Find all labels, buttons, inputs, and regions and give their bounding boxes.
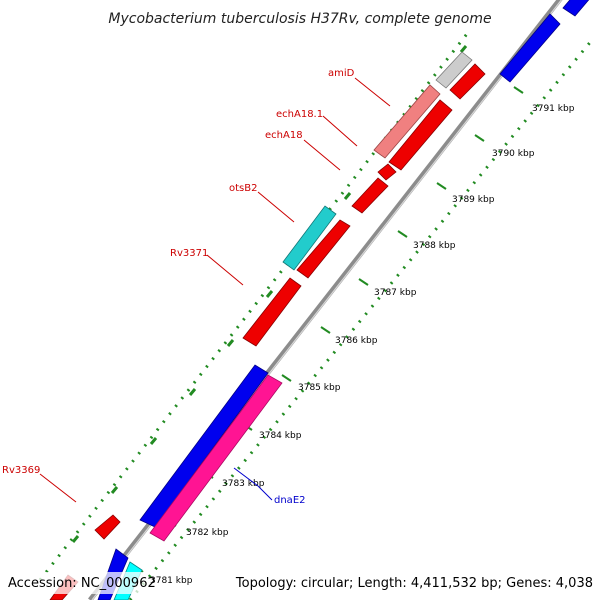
gene-feature-red[interactable] [377, 163, 397, 181]
footer-background [0, 572, 148, 594]
gene-feature-red[interactable] [242, 277, 302, 347]
tick-label-3791: 3791 kbp [532, 104, 575, 114]
gene-feature-amiD[interactable] [435, 51, 473, 89]
kbp-ticks: 3781 kbp 3782 kbp 3783 kbp 3784 kbp 3785… [71, 45, 575, 586]
svg-text:Mycobacterium tuberculosis H37: Mycobacterium tuberculosis H37Rv, comple… [108, 11, 491, 27]
tick-mark [281, 374, 292, 382]
tick-mark [397, 230, 408, 238]
outer-minor-tick [226, 339, 235, 347]
tick-3788: 3788 kbp [397, 230, 456, 251]
tick-label-3782: 3782 kbp [186, 528, 229, 538]
label-Rv3371[interactable]: Rv3371 [170, 248, 208, 259]
gene-feature-blue[interactable] [139, 364, 269, 528]
leader-line-echA18-1 [322, 115, 358, 147]
outer-minor-tick [343, 192, 352, 200]
tick-3785: 3785 kbp [281, 374, 341, 393]
label-echA18[interactable]: echA18 [265, 130, 303, 141]
tick-mark [513, 86, 524, 94]
tick-label-3790: 3790 kbp [492, 149, 535, 159]
outer-minor-tick [459, 45, 468, 53]
tick-label-3789: 3789 kbp [452, 195, 495, 205]
inner-dotted-track [128, 39, 594, 600]
tick-label-3784: 3784 kbp [259, 431, 302, 441]
tick-label-3786: 3786 kbp [335, 336, 378, 346]
gene-feature-Rv3369[interactable] [94, 514, 121, 540]
gene-feature-blue[interactable] [499, 13, 561, 83]
gene-feature-blue[interactable] [562, 0, 592, 17]
gene-feature-red[interactable] [449, 63, 486, 100]
tick-label-3781: 3781 kbp [150, 576, 193, 586]
tick-label-3785: 3785 kbp [298, 383, 341, 393]
map-title: Mycobacterium tuberculosis H37Rv, comple… [108, 11, 491, 27]
tick-label-3783: 3783 kbp [222, 479, 265, 489]
label-amiD[interactable]: amiD [328, 68, 355, 79]
tick-mark [358, 278, 369, 286]
leader-line-Rv3371 [206, 254, 244, 286]
tick-label-3788: 3788 kbp [413, 241, 456, 251]
gene-feature-red[interactable] [388, 99, 453, 171]
gene-feature-dnaE2[interactable] [149, 374, 283, 542]
tick-mark [474, 134, 485, 142]
label-dnaE2[interactable]: dnaE2 [274, 495, 306, 506]
gene-labels: amiD echA18.1 echA18 otsB2 Rv3371 Rv3369… [2, 68, 391, 506]
label-echA18-1[interactable]: echA18.1 [276, 109, 323, 120]
accession-text: Accession: NC_000962 [8, 576, 156, 591]
tick-3784: 3784 kbp [242, 423, 302, 441]
footer-background [256, 572, 596, 594]
tick-3787: 3787 kbp [358, 278, 417, 298]
gene-feature-otsB2[interactable] [282, 205, 337, 271]
tick-3789: 3789 kbp [436, 182, 495, 205]
tick-3786: 3786 kbp [320, 326, 378, 346]
label-otsB2[interactable]: otsB2 [229, 183, 257, 194]
outer-minor-tick [265, 290, 274, 298]
outer-minor-tick [149, 437, 158, 445]
gene-feature-echA18[interactable] [373, 84, 441, 159]
label-Rv3369[interactable]: Rv3369 [2, 465, 40, 476]
outer-minor-tick [110, 486, 119, 494]
leader-line-otsB2 [257, 191, 295, 223]
leader-line-Rv3369 [39, 473, 77, 503]
outer-minor-tick [71, 535, 80, 543]
tick-mark [436, 182, 447, 190]
topology-text: Topology: circular; Length: 4,411,532 bp… [235, 576, 593, 591]
tick-label-3787: 3787 kbp [374, 288, 417, 298]
map-footer: Accession: NC_000962 Topology: circular;… [0, 572, 596, 594]
tick-3790: 3790 kbp [474, 134, 535, 159]
tick-mark [320, 326, 331, 334]
outer-minor-tick [188, 388, 197, 396]
tick-3791: 3791 kbp [513, 86, 575, 114]
leader-line-dnaE2 [233, 467, 273, 501]
leader-line-amiD [354, 77, 391, 107]
gene-feature-red[interactable] [296, 219, 351, 279]
outer-dotted-track [38, 29, 472, 581]
leader-line-echA18 [303, 139, 341, 171]
gene-feature-red[interactable] [351, 177, 389, 214]
